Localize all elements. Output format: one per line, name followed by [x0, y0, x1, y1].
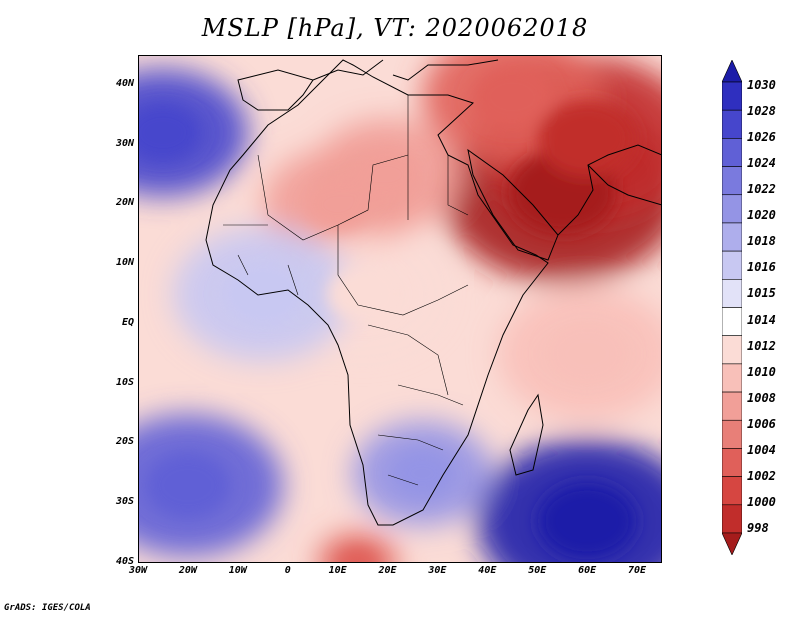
colorbar-swatch-1015	[722, 279, 742, 308]
pressure-core-1008	[353, 148, 422, 201]
colorbar-swatch-1000	[722, 504, 742, 534]
coastlines	[205, 59, 662, 526]
colorbar-label: 1020	[747, 208, 776, 223]
colorbar-swatch-1020	[722, 194, 742, 224]
colorbar-swatch-1014	[722, 307, 742, 336]
pressure-core-1024	[145, 452, 231, 519]
europe-coastline	[312, 59, 499, 81]
colorbar-label: 1010	[747, 364, 776, 379]
colorbar-swatch-1002	[722, 476, 742, 506]
colorbar-label: 1018	[747, 234, 776, 249]
lon-label: 60E	[578, 565, 597, 576]
colorbar-swatch-1026	[722, 109, 742, 139]
colorbar-swatch-1018	[722, 222, 742, 252]
lon-label: 70E	[628, 565, 647, 576]
pressure-center-1004	[317, 533, 398, 563]
credit-text: GrADS: IGES/COLA	[4, 603, 91, 613]
lat-label: 30S	[115, 496, 134, 508]
lat-label: 20N	[115, 197, 134, 209]
pressure-core-1004	[339, 549, 376, 563]
persian-coast	[587, 164, 662, 206]
lon-label: 30W	[128, 565, 148, 576]
lon-label: 0	[284, 565, 291, 576]
colorbar-swatch-1006	[722, 419, 742, 449]
map-title: MSLP [hPa], VT: 2020062018	[201, 14, 589, 42]
mslp-map	[138, 55, 662, 563]
lat-label: 10S	[115, 376, 134, 388]
colorbar-swatch-1024	[722, 138, 742, 167]
colorbar-swatch-1008	[722, 391, 742, 421]
colorbar-label: 1002	[747, 468, 776, 483]
lat-label: 20S	[115, 436, 134, 448]
colorbar-label: 1008	[747, 390, 776, 405]
colorbar-label: 1004	[747, 442, 776, 457]
pressure-core-1020	[390, 448, 454, 498]
colorbar-label: 1026	[747, 130, 776, 145]
colorbar-label: 1016	[747, 260, 776, 275]
colorbar-swatch-1004	[722, 448, 742, 477]
lon-label: 20W	[178, 565, 197, 576]
pressure-core-1026	[138, 102, 202, 163]
colorbar-swatch-1012	[722, 335, 742, 365]
lat-label: 40N	[115, 77, 134, 89]
colorbar-swatch-1016	[722, 250, 742, 280]
colorbar-swatch-1028	[722, 81, 742, 111]
colorbar-label: 998	[747, 521, 769, 535]
borders	[223, 95, 469, 486]
lon-label: 10E	[328, 565, 347, 576]
pressure-core-1000	[537, 100, 637, 178]
colorbar-label: 1006	[747, 416, 776, 431]
lon-label: 40E	[478, 565, 497, 576]
colorbar-swatch-1010	[722, 363, 742, 393]
colorbar-label: 1022	[747, 182, 776, 197]
map-frame	[138, 55, 662, 563]
lat-label: 10N	[115, 257, 134, 269]
lat-label: 40S	[115, 556, 134, 567]
lat-label: EQ	[121, 316, 134, 328]
pressure-core-1012	[326, 266, 399, 323]
colorbar-label: 1014	[747, 312, 776, 327]
lon-label: 20E	[378, 565, 397, 576]
colorbar-label: 1015	[747, 286, 776, 301]
colorbar-swatch-998	[722, 532, 742, 555]
lon-label: 30E	[428, 565, 447, 576]
colorbar-label: 1012	[747, 338, 776, 353]
colorbar-swatch-1030	[722, 60, 742, 83]
lat-label: 30N	[115, 137, 134, 149]
pressure-core-1030	[537, 482, 637, 560]
pressure-core-1010	[546, 322, 628, 386]
colorbar-label: 1000	[747, 494, 776, 509]
colorbar	[722, 60, 742, 555]
iberia-coastline	[237, 69, 314, 111]
colorbar-label: 1030	[747, 78, 776, 92]
pressure-core-1008	[303, 178, 372, 231]
madagascar-coastline	[509, 393, 544, 476]
africa-coastline	[205, 59, 549, 526]
colorbar-swatch-1022	[722, 166, 742, 196]
lon-label: 50E	[528, 565, 547, 576]
pressure-core-1004	[471, 65, 553, 129]
lon-label: 10W	[228, 565, 247, 576]
colorbar-label: 1028	[747, 104, 776, 119]
colorbar-label: 1024	[747, 156, 776, 171]
